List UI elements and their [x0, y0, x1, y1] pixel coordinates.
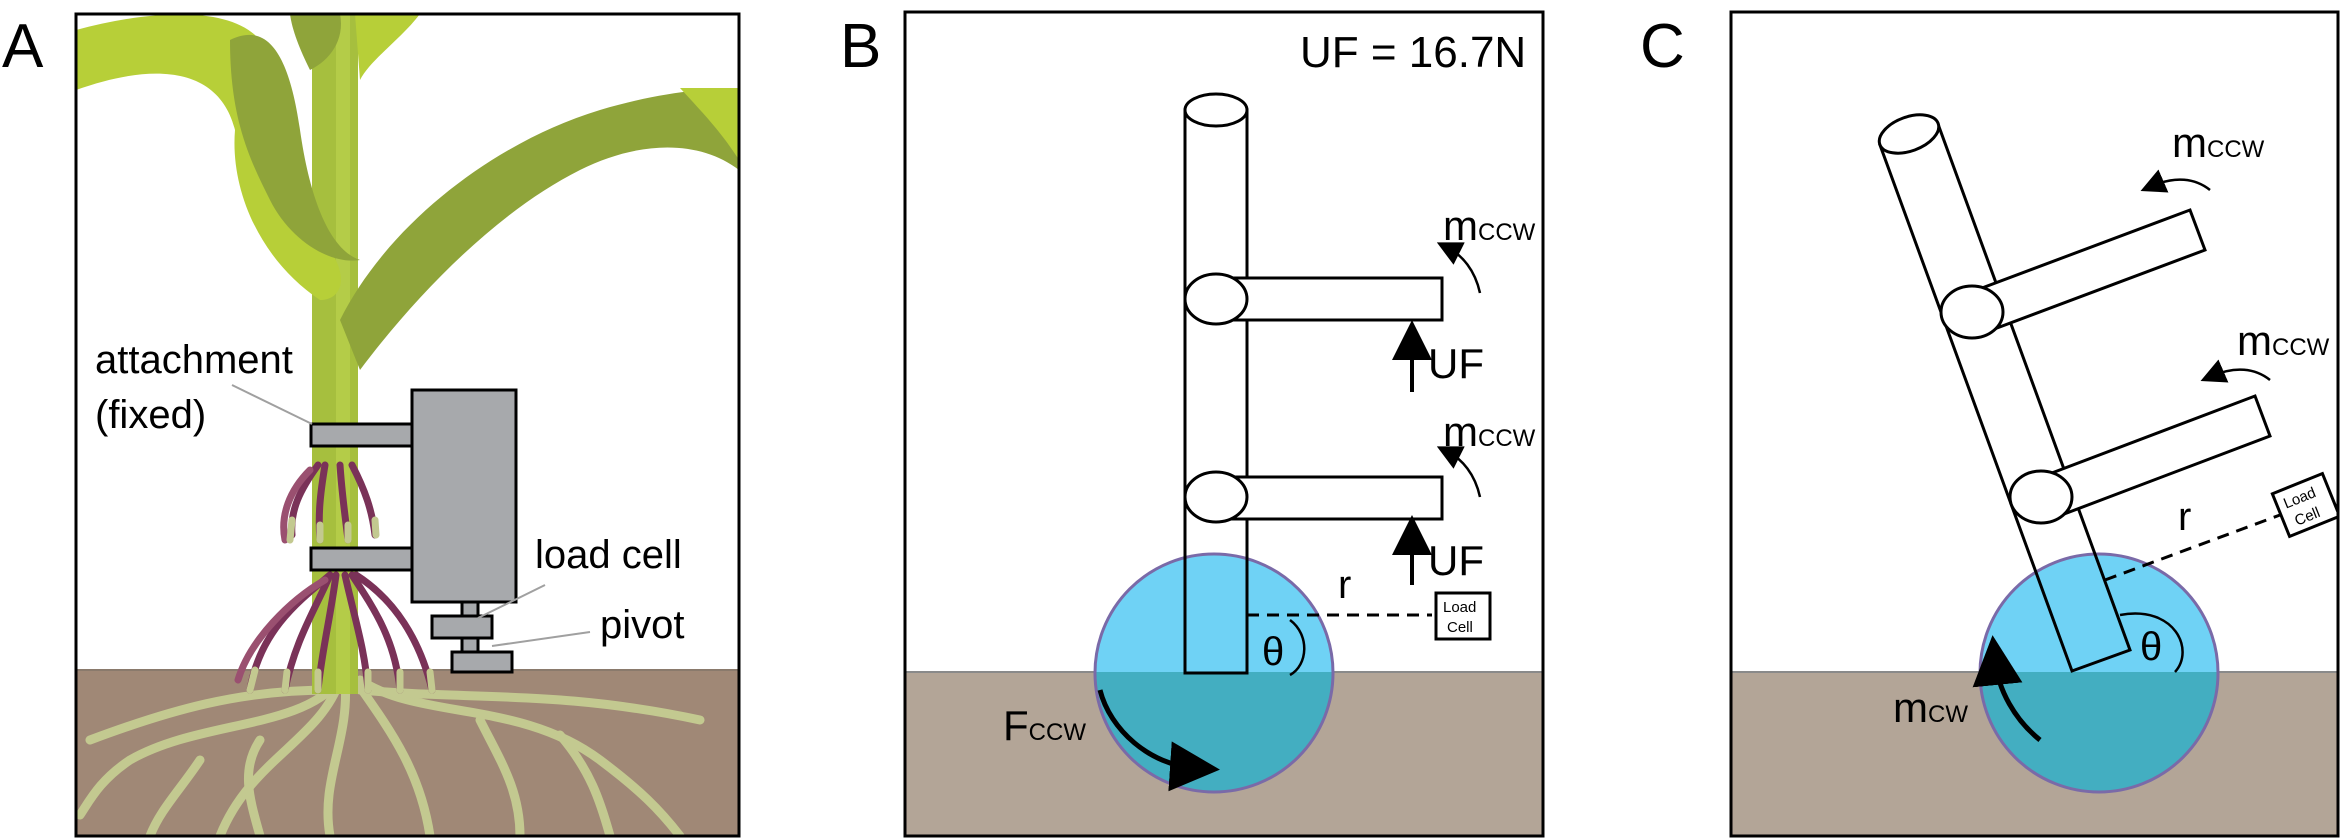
f-ccw-label: FCCW [1003, 702, 1086, 749]
panel-b-letter: B [840, 12, 881, 81]
leaf-left-fold [230, 34, 360, 261]
f-ccw-arrow [1097, 689, 1220, 792]
attachment-bar-lower [309, 546, 414, 572]
panel-a-letter: A [2, 12, 44, 81]
load-cell-block [430, 614, 494, 640]
leaf-left [76, 14, 341, 300]
label-attachment: attachment [95, 338, 293, 382]
uf-label-lower: UF [1428, 537, 1484, 584]
stalk-top-c [1877, 113, 1941, 155]
pivot-circle-c [1978, 552, 2220, 794]
panel-c-border [1729, 10, 2340, 838]
leader-lines [231, 384, 591, 647]
joint-lower-c [2008, 469, 2074, 525]
arm-upper-b [1214, 276, 1444, 322]
device-body [410, 388, 518, 604]
load-cell-box-c: Load Cell [2270, 471, 2338, 539]
m-ccw-lower-b: mCCW [1443, 408, 1536, 455]
moment-arrow-upper-b [1436, 242, 1482, 294]
moment-arrow-lower-b [1436, 446, 1482, 498]
theta-arc-b [1289, 619, 1306, 677]
panel-b-border [903, 10, 1545, 838]
m-cw-label: mCW [1893, 684, 1968, 731]
label-pivot: pivot [600, 603, 685, 647]
theta-label-b: θ [1262, 630, 1284, 674]
panel-c-letter: C [1640, 12, 1685, 81]
load-cell-text1-b: Load [1443, 599, 1476, 616]
stalk-top-b [1183, 92, 1249, 128]
radius-line-c [2104, 513, 2281, 582]
uf-label-upper: UF [1428, 340, 1484, 387]
moment-arrow-lower-c [2200, 359, 2271, 383]
label-load-cell: load cell [535, 533, 682, 577]
m-ccw-upper-c: mCCW [2172, 119, 2265, 166]
r-label-b: r [1338, 563, 1351, 607]
load-cell-text2-b: Cell [1447, 619, 1473, 636]
theta-arc-c [2119, 612, 2184, 673]
pivot-pin [460, 636, 480, 654]
m-ccw-lower-c: mCCW [2237, 317, 2330, 364]
panel-a-border [74, 12, 741, 838]
panel-b: B [840, 10, 1545, 838]
uf-value-label: UF = 16.7N [1300, 28, 1526, 77]
joint-lower-b [1183, 470, 1249, 524]
theta-label-c: θ [2140, 625, 2162, 669]
joint-upper-c [1939, 284, 2005, 340]
panel-a: A [2, 12, 741, 838]
m-ccw-upper-b: mCCW [1443, 202, 1536, 249]
moment-arrow-upper-c [2140, 169, 2211, 193]
joint-upper-b [1183, 272, 1249, 326]
pivot-circle-b [1093, 552, 1335, 794]
label-fixed: (fixed) [95, 393, 206, 437]
leaf-right [340, 88, 739, 370]
pivot-base [450, 650, 514, 674]
load-cell-box-b [1434, 591, 1492, 641]
r-label-c: r [2178, 495, 2191, 539]
root-system [76, 675, 705, 836]
arm-lower-b [1214, 475, 1444, 521]
connector [460, 600, 480, 618]
attachment-bar-upper [309, 422, 414, 448]
panel-c: C Load Cel [1640, 10, 2340, 838]
load-cell-device [309, 388, 518, 674]
m-cw-arrow [1972, 635, 2042, 742]
